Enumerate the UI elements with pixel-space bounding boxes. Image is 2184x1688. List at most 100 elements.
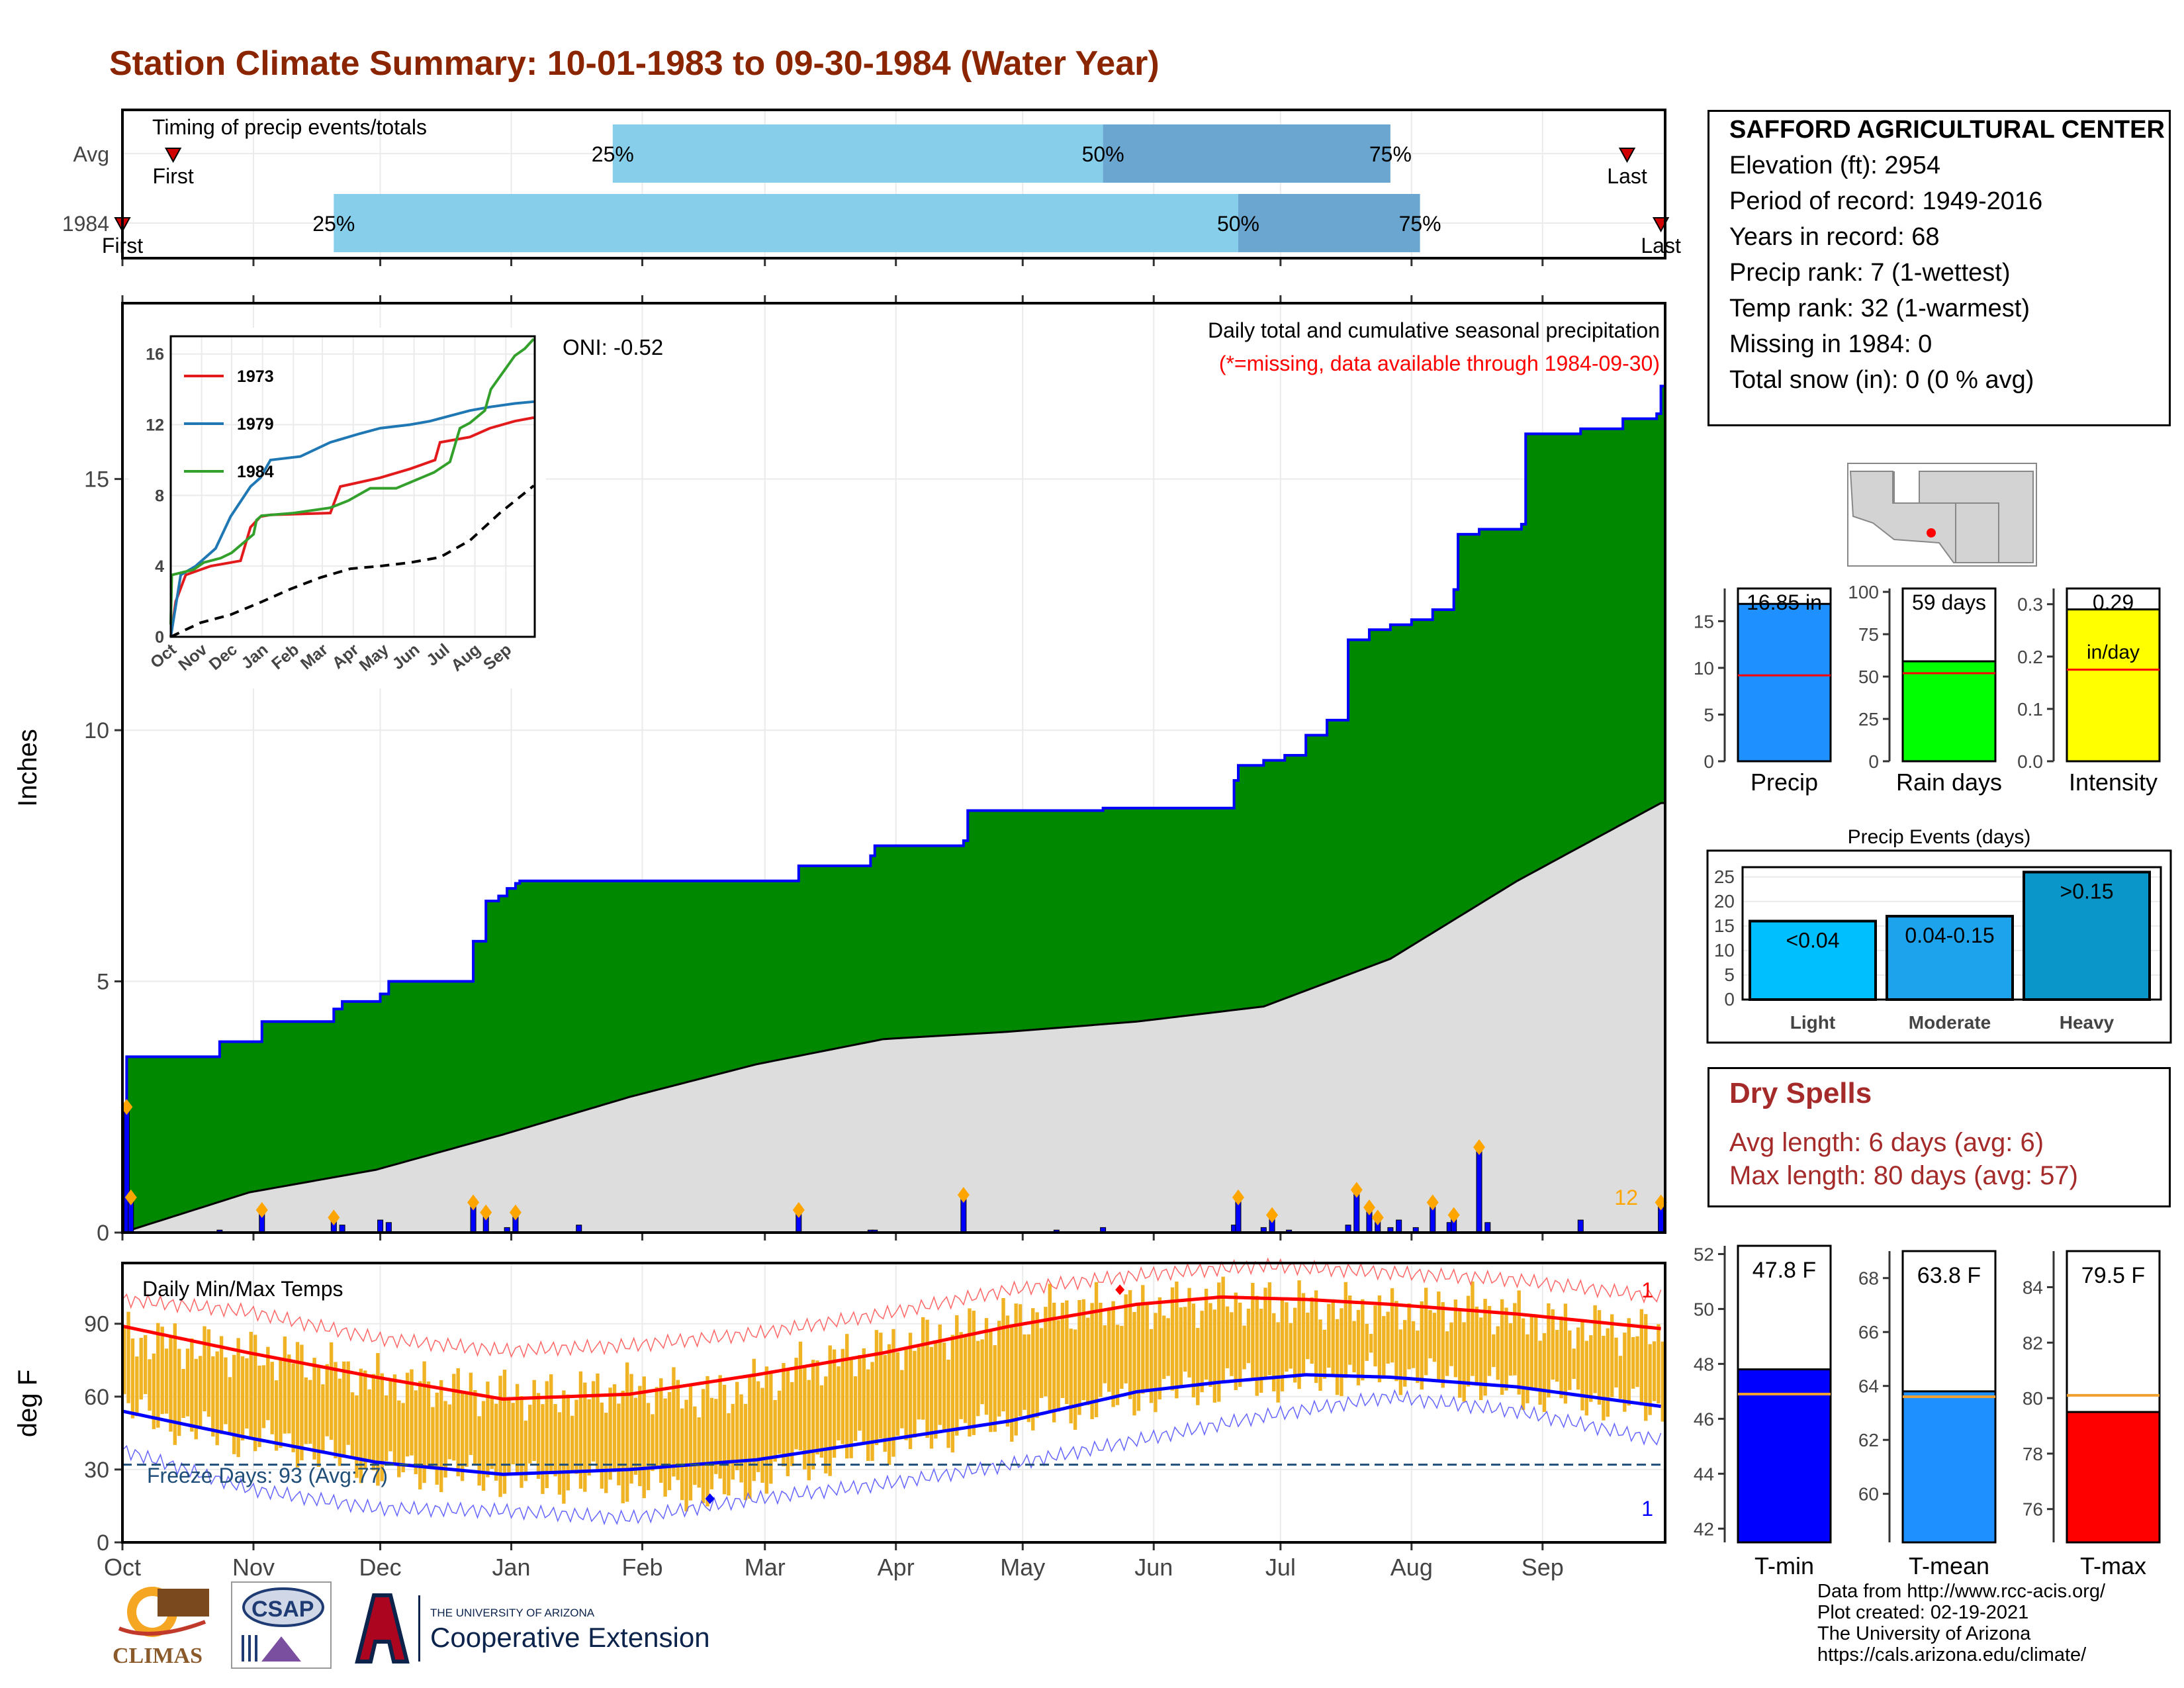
daily-temp-bar bbox=[541, 1404, 545, 1494]
month-label: Dec bbox=[359, 1554, 402, 1581]
ua-small-text: THE UNIVERSITY OF ARIZONA bbox=[430, 1607, 595, 1619]
daily-temp-bar bbox=[190, 1338, 194, 1432]
daily-temp-bar bbox=[773, 1399, 777, 1462]
timing-row-label: Avg bbox=[73, 142, 109, 166]
precip-caption: Daily total and cumulative seasonal prec… bbox=[1208, 318, 1660, 342]
daily-temp-bar bbox=[1267, 1282, 1272, 1376]
location-map bbox=[1847, 463, 2037, 567]
daily-temp-bar bbox=[925, 1319, 929, 1438]
inset-legend-label: 1973 bbox=[237, 367, 274, 386]
tsum-ytick-label: 66 bbox=[1858, 1322, 1879, 1342]
daily-temp-bar bbox=[1322, 1329, 1327, 1379]
daily-temp-bar bbox=[1162, 1315, 1166, 1380]
daily-temp-bar bbox=[1263, 1288, 1267, 1378]
page-title: Station Climate Summary: 10-01-1983 to 0… bbox=[109, 44, 1160, 83]
daily-temp-bar bbox=[1120, 1325, 1124, 1389]
daily-temp-bar bbox=[329, 1342, 334, 1440]
daily-temp-bar bbox=[1508, 1323, 1513, 1376]
daily-precip-marker bbox=[957, 1187, 970, 1203]
daily-temp-bar bbox=[1483, 1299, 1487, 1396]
daily-temp-bar bbox=[1115, 1325, 1120, 1405]
daily-temp-bar bbox=[545, 1381, 549, 1489]
daily-temp-bar bbox=[1335, 1319, 1340, 1395]
daily-temp-bar bbox=[642, 1376, 646, 1499]
daily-temp-bar bbox=[460, 1393, 465, 1481]
tsum-ytick-label: 78 bbox=[2023, 1444, 2043, 1464]
daily-temp-bar bbox=[219, 1336, 224, 1434]
daily-temp-bar bbox=[786, 1370, 790, 1477]
daily-precip-bar bbox=[1577, 1219, 1584, 1233]
daily-temp-bar bbox=[794, 1358, 798, 1450]
month-label: Jan bbox=[492, 1554, 531, 1581]
daily-temp-bar bbox=[1255, 1295, 1259, 1396]
tsum-ytick-label: 46 bbox=[1694, 1409, 1714, 1429]
daily-temp-bar bbox=[727, 1413, 731, 1496]
tsum-ytick-label: 50 bbox=[1694, 1299, 1714, 1319]
daily-temp-bar bbox=[748, 1375, 752, 1499]
timing-label-50: 50% bbox=[1217, 212, 1259, 236]
station-elevation: Elevation (ft): 2954 bbox=[1729, 152, 1940, 179]
daily-precip-marker bbox=[124, 1189, 137, 1205]
daily-temp-bar bbox=[684, 1399, 688, 1512]
station-period: Period of record: 1949-2016 bbox=[1729, 187, 2043, 215]
daily-temp-bar bbox=[130, 1338, 135, 1419]
daily-temp-bar bbox=[837, 1366, 841, 1440]
daily-temp-bar bbox=[414, 1390, 418, 1474]
daily-temp-bar bbox=[853, 1376, 858, 1441]
daily-temp-bar bbox=[1373, 1305, 1377, 1367]
daily-temp-bar bbox=[1580, 1319, 1584, 1411]
events-bar-Heavy bbox=[2023, 870, 2151, 1001]
daily-temp-bar bbox=[473, 1390, 477, 1466]
events-category-label: Heavy bbox=[2060, 1012, 2115, 1033]
month-label: Mar bbox=[745, 1554, 786, 1581]
daily-temp-bar bbox=[1026, 1334, 1031, 1423]
daily-temp-bar bbox=[532, 1380, 536, 1461]
daily-temp-bar bbox=[841, 1348, 845, 1444]
daily-temp-bar bbox=[866, 1369, 870, 1461]
daily-temp-bar bbox=[266, 1346, 270, 1421]
daily-temp-bar bbox=[1158, 1297, 1162, 1400]
precip-ytick-label: 15 bbox=[84, 467, 109, 492]
daily-temp-bar bbox=[1466, 1295, 1471, 1387]
tsum-ytick-label: 64 bbox=[1858, 1376, 1879, 1397]
daily-temp-bar bbox=[1005, 1315, 1010, 1427]
daily-temp-bar bbox=[1166, 1318, 1170, 1376]
daily-temp-bar bbox=[481, 1401, 486, 1491]
daily-temp-bar bbox=[1217, 1282, 1221, 1402]
inset-ytick-label: 12 bbox=[146, 416, 164, 435]
daily-temp-bar bbox=[312, 1358, 316, 1460]
normal-precip-area bbox=[122, 802, 1666, 1234]
month-label: Jul bbox=[1265, 1554, 1296, 1581]
summary-category-label: Precip bbox=[1751, 769, 1818, 796]
summary-ytick-label: 0.2 bbox=[2017, 647, 2043, 667]
daily-temp-bar bbox=[1289, 1323, 1293, 1369]
month-label: Apr bbox=[878, 1554, 915, 1581]
daily-temp-bar bbox=[862, 1348, 866, 1443]
daily-temp-bar bbox=[625, 1362, 629, 1502]
daily-temp-bar bbox=[1039, 1328, 1044, 1398]
daily-temp-bar bbox=[511, 1403, 515, 1465]
events-category-label: Light bbox=[1790, 1012, 1835, 1033]
freeze-days-label: Freeze Days: 93 (Avg:77) bbox=[147, 1464, 388, 1487]
logos: CLIMAS CSAP THE UNIVERSITY OF ARIZONA Co… bbox=[113, 1581, 710, 1669]
events-ytick-label: 20 bbox=[1714, 891, 1735, 912]
summary-ytick-label: 5 bbox=[1704, 704, 1714, 725]
daily-temp-bar bbox=[523, 1421, 528, 1481]
daily-temp-bar bbox=[997, 1321, 1001, 1417]
daily-temp-bar bbox=[126, 1311, 130, 1403]
daily-temp-bar bbox=[1069, 1329, 1073, 1424]
daily-temp-bar bbox=[1496, 1326, 1500, 1380]
daily-temp-bar bbox=[1031, 1308, 1035, 1430]
normal-low-line bbox=[122, 1373, 1661, 1476]
daily-temp-bar bbox=[1492, 1334, 1496, 1368]
daily-temp-bar bbox=[291, 1363, 295, 1452]
events-ytick-label: 0 bbox=[1724, 989, 1735, 1009]
daily-precip-marker bbox=[1266, 1207, 1279, 1223]
daily-temp-bar bbox=[316, 1366, 321, 1467]
daily-temp-bar bbox=[498, 1376, 502, 1497]
daily-temp-bar bbox=[156, 1323, 160, 1428]
station-precip-rank: Precip rank: 7 (1-wettest) bbox=[1729, 259, 2011, 287]
timing-label-25: 25% bbox=[592, 142, 634, 166]
daily-temp-bar bbox=[984, 1318, 989, 1415]
daily-temp-bar bbox=[536, 1393, 541, 1479]
